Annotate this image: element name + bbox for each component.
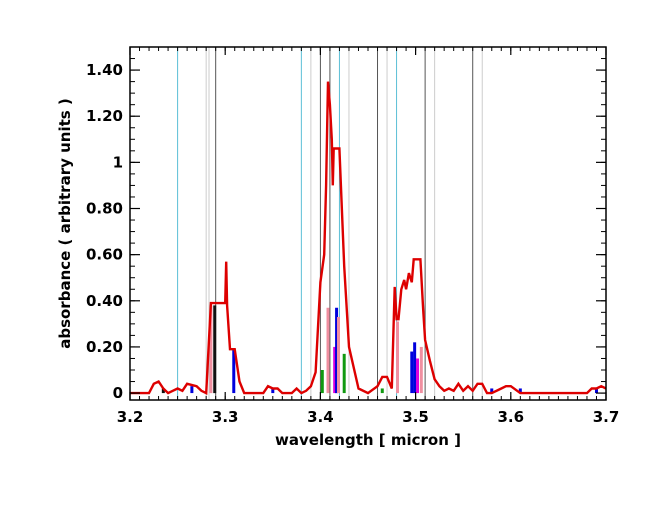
x-axis-ticks: 3.2 3.3 3.4 3.5 3.6 3.7 (117, 47, 620, 426)
y-tick-label-3: 0.60 (86, 246, 123, 264)
spectrum-series (130, 81, 607, 395)
x-tick-label-0: 3.2 (117, 408, 144, 426)
x-tick-label-2: 3.4 (307, 408, 334, 426)
y-tick-label-4: 0.80 (86, 200, 123, 218)
x-tick-label-1: 3.3 (212, 408, 239, 426)
x-tick-label-5: 3.7 (593, 408, 620, 426)
y-axis-label: absorbance ( arbitrary units ) (56, 98, 74, 349)
y-axis-ticks: 0 0.20 0.40 0.60 0.80 1 1.20 1.40 (86, 58, 606, 402)
series-line-0 (130, 81, 607, 395)
y-tick-label-6: 1.20 (86, 107, 123, 125)
x-tick-label-3: 3.5 (402, 408, 429, 426)
plot-frame (129, 46, 607, 401)
x-tick-label-4: 3.6 (498, 408, 525, 426)
y-tick-label-0: 0 (113, 384, 123, 402)
y-tick-label-7: 1.40 (86, 61, 123, 79)
y-tick-label-5: 1 (113, 153, 123, 171)
x-axis-label: wavelength [ micron ] (275, 431, 461, 449)
y-tick-label-1: 0.20 (86, 338, 123, 356)
y-tick-label-2: 0.40 (86, 292, 123, 310)
